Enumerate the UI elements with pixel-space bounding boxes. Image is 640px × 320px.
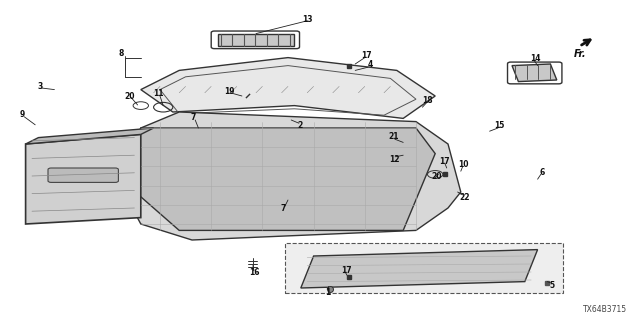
- Text: 3: 3: [37, 82, 42, 91]
- Text: 17: 17: [342, 266, 352, 275]
- Text: 9: 9: [19, 110, 24, 119]
- Text: 10: 10: [458, 160, 468, 169]
- Text: 8: 8: [119, 49, 124, 58]
- Text: 14: 14: [530, 54, 540, 63]
- FancyBboxPatch shape: [48, 168, 118, 182]
- Text: 18: 18: [422, 96, 433, 105]
- Text: 16: 16: [250, 268, 260, 277]
- Text: 19: 19: [224, 87, 234, 96]
- Text: 4: 4: [367, 60, 372, 68]
- Polygon shape: [301, 250, 538, 288]
- Text: 5: 5: [550, 281, 555, 290]
- Text: 2: 2: [297, 121, 302, 130]
- Polygon shape: [115, 112, 461, 240]
- Polygon shape: [141, 58, 435, 118]
- Polygon shape: [285, 243, 563, 293]
- Text: 17: 17: [361, 51, 371, 60]
- Text: 17: 17: [440, 157, 450, 166]
- Text: 13: 13: [302, 15, 312, 24]
- Polygon shape: [512, 64, 557, 82]
- Text: 12: 12: [389, 155, 399, 164]
- Polygon shape: [26, 128, 154, 144]
- Text: 22: 22: [460, 193, 470, 202]
- Text: 7: 7: [191, 113, 196, 122]
- Text: 15: 15: [494, 121, 504, 130]
- Text: 7: 7: [281, 204, 286, 213]
- Polygon shape: [26, 134, 141, 224]
- Text: 20: 20: [432, 172, 442, 181]
- Text: Fr.: Fr.: [574, 49, 587, 59]
- Text: 11: 11: [154, 89, 164, 98]
- Text: 21: 21: [388, 132, 399, 141]
- Text: 20: 20: [125, 92, 135, 100]
- Text: 1: 1: [325, 288, 330, 297]
- Text: 6: 6: [540, 168, 545, 177]
- Polygon shape: [128, 128, 435, 230]
- Polygon shape: [218, 34, 294, 46]
- Text: TX64B3715: TX64B3715: [583, 305, 627, 314]
